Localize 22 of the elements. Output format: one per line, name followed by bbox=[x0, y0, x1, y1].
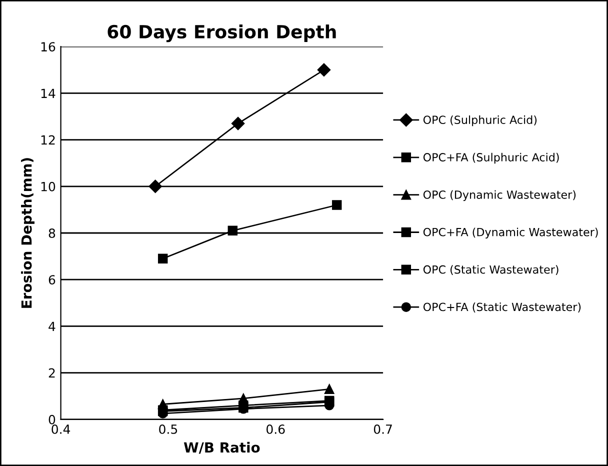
legend-label: OPC (Sulphuric Acid) bbox=[423, 115, 537, 126]
legend-label: OPC+FA (Static Wastewater) bbox=[423, 302, 581, 312]
y-tick-label: 0 bbox=[48, 414, 56, 424]
legend-label: OPC+FA (Sulphuric Acid) bbox=[423, 152, 559, 164]
y-axis-title: Erosion Depth(mm) bbox=[21, 158, 34, 308]
y-tick-label: 10 bbox=[41, 182, 56, 192]
y-tick-label: 8 bbox=[48, 228, 56, 238]
x-tick-label: 0.7 bbox=[374, 424, 392, 434]
legend-label: OPC (Dynamic Wastewater) bbox=[423, 190, 576, 202]
y-tick-label: 12 bbox=[41, 135, 55, 145]
y-tick-label: 4 bbox=[48, 322, 56, 331]
x-tick-label: 0.6 bbox=[266, 424, 285, 434]
y-tick-label: 2 bbox=[48, 368, 55, 378]
x-tick-label: 0.5 bbox=[159, 424, 178, 434]
x-axis-title: W/B Ratio bbox=[184, 442, 260, 454]
legend-label: OPC (Static Wastewater) bbox=[423, 265, 558, 276]
y-tick-label: 6 bbox=[48, 275, 56, 285]
chart-title: 60 Days Erosion Depth bbox=[108, 24, 336, 42]
legend-label: OPC+FA (Dynamic Wastewater) bbox=[423, 228, 598, 238]
y-tick-label: 14 bbox=[41, 88, 56, 98]
x-tick-label: 0.4 bbox=[52, 424, 70, 434]
y-tick-label: 16 bbox=[41, 42, 56, 52]
